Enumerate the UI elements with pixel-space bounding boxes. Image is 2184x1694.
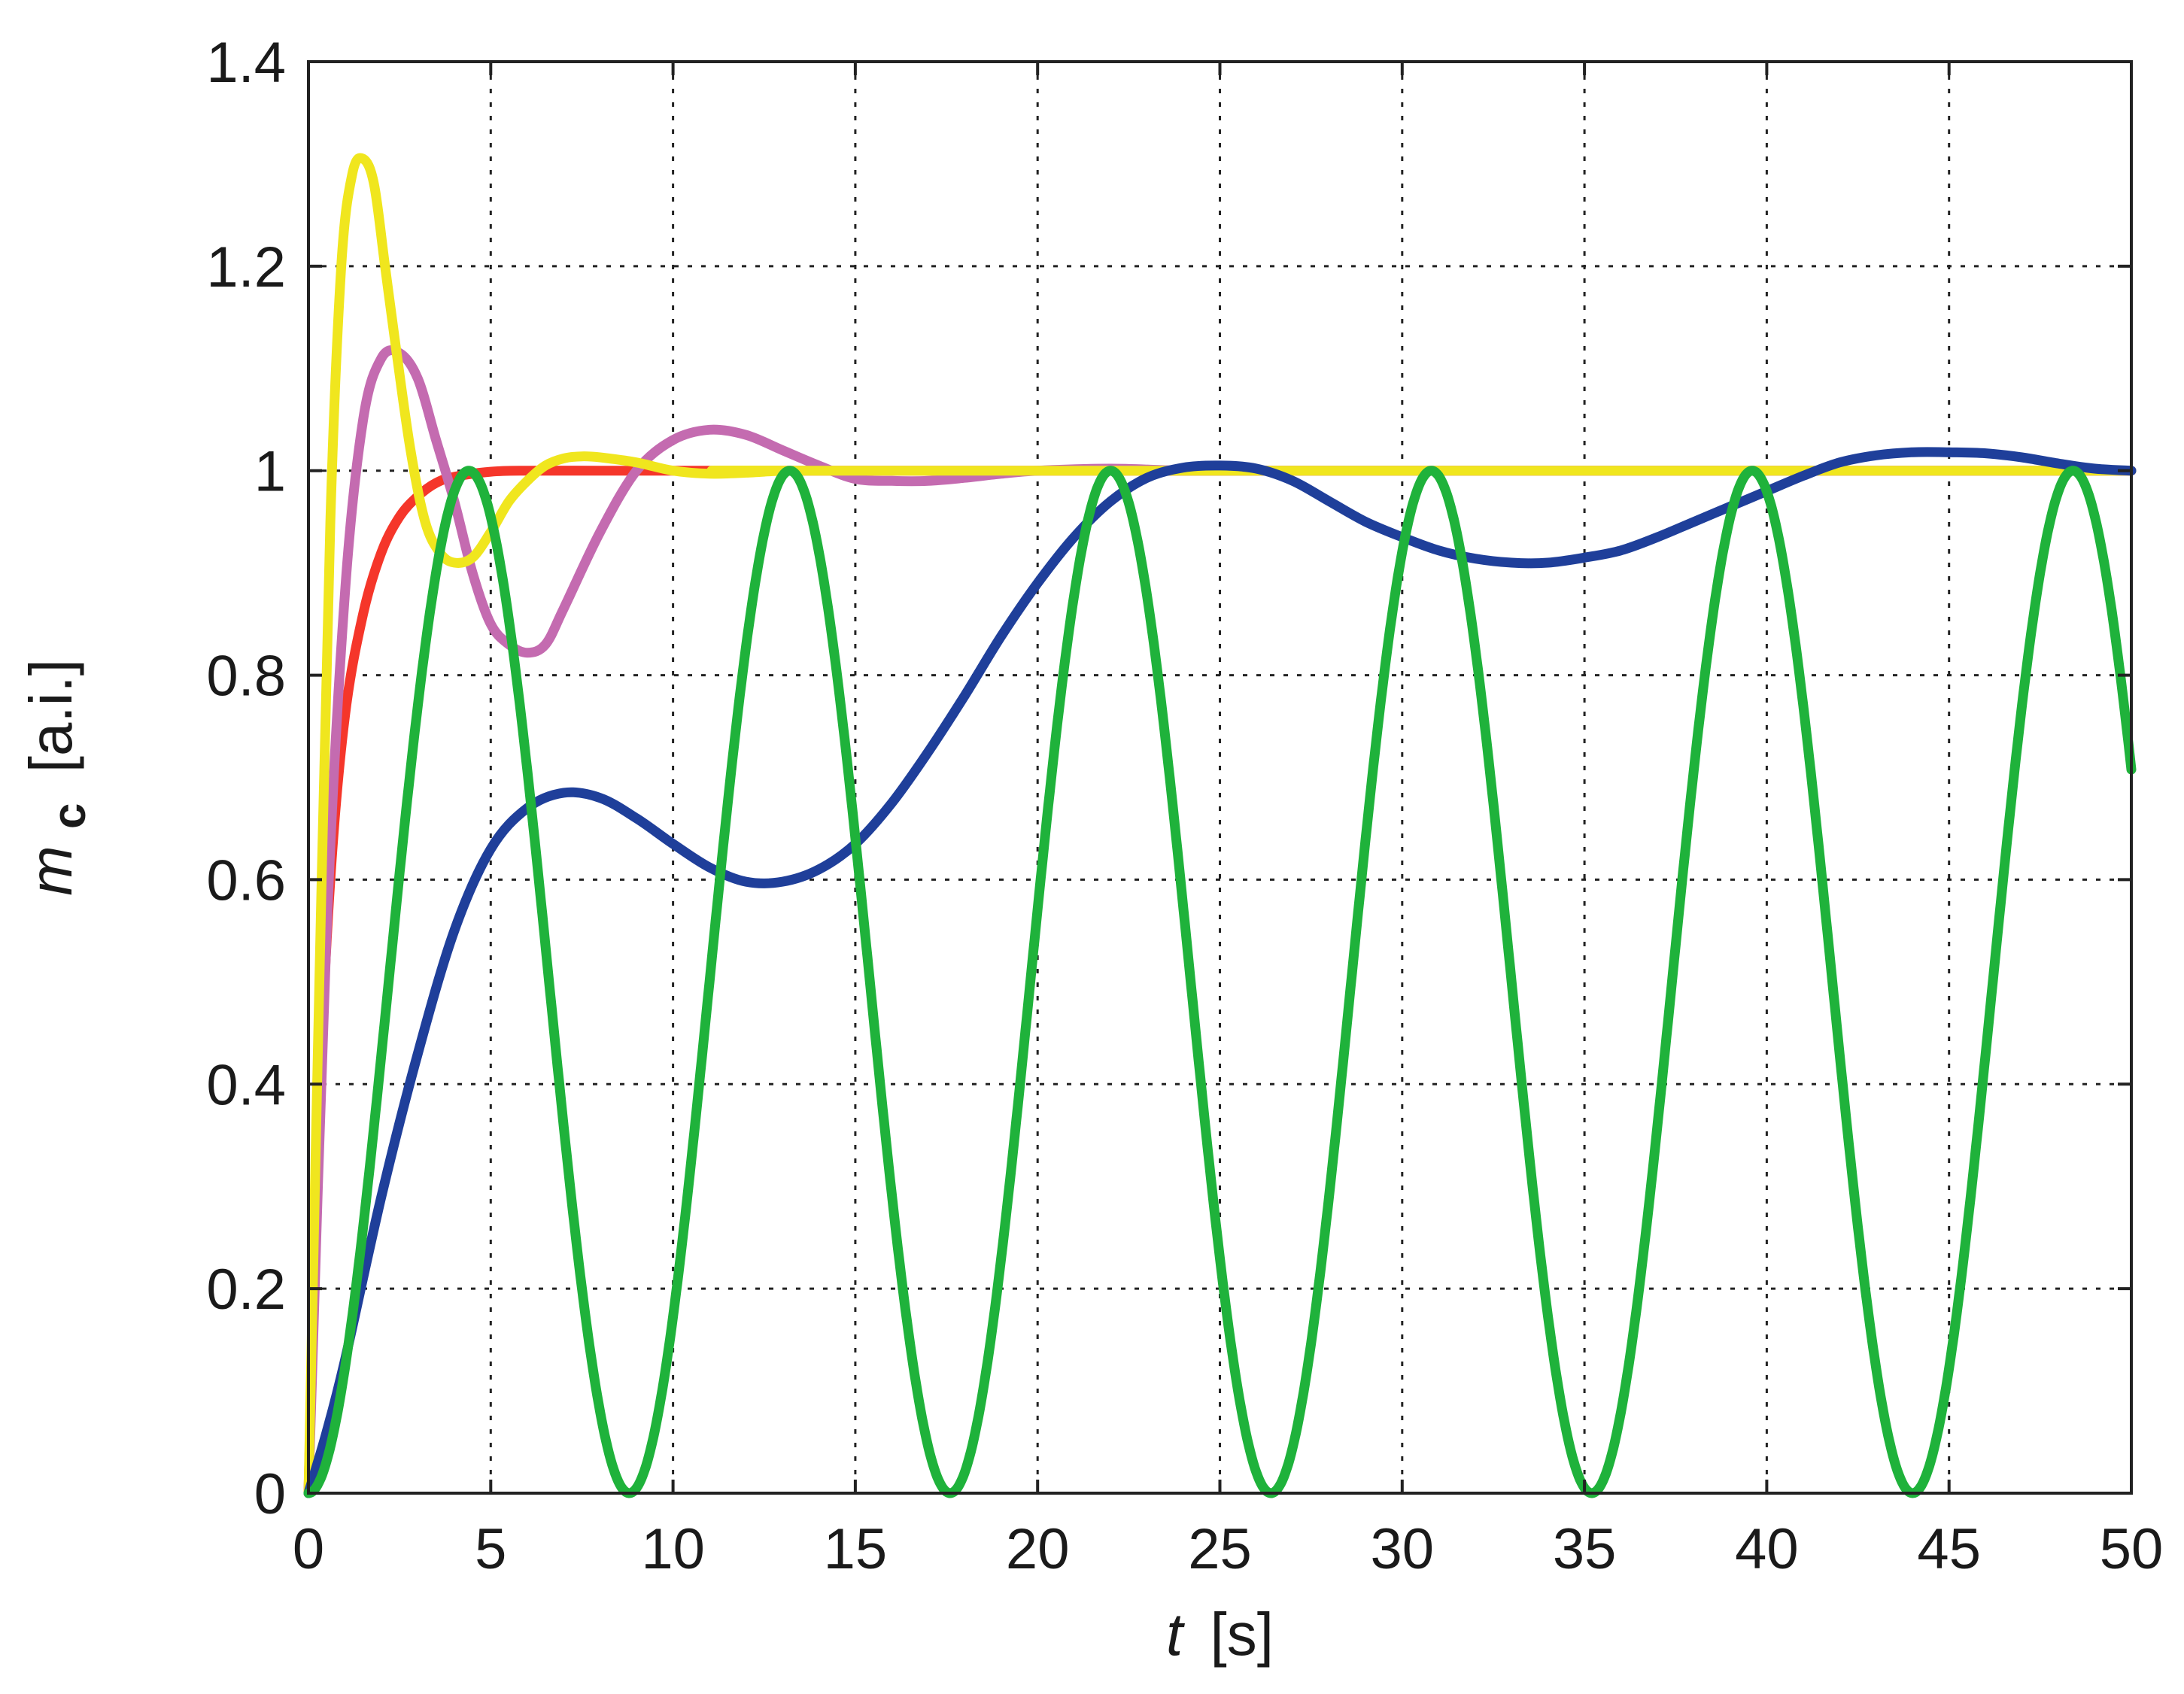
y-tick-label: 0.6 [206,849,286,912]
x-tick-label: 40 [1735,1517,1799,1581]
y-axis-label: m c [a.i.] [17,659,98,896]
x-tick-label: 30 [1371,1517,1435,1581]
series-line-1 [303,466,2137,1498]
y-tick-label: 0.8 [206,645,286,709]
x-axis-unit: [s] [1210,1601,1274,1668]
labels-layer: t [s] m c [a.i.] [17,659,1274,1668]
x-tick-label: 5 [475,1517,506,1581]
y-tick-label: 1.2 [206,235,286,299]
x-tick-label: 25 [1188,1517,1252,1581]
x-axis-symbol: t [1166,1601,1185,1668]
y-tick-label: 0.2 [206,1258,286,1322]
x-tick-label: 45 [1917,1517,1981,1581]
series-layer [303,153,2137,1498]
y-axis-symbol: m [17,845,84,896]
x-tick-label: 50 [2100,1517,2164,1581]
series-line-4 [303,447,2137,1498]
y-tick-label: 0.4 [206,1053,286,1117]
y-axis-unit: [a.i.] [17,659,84,773]
y-axis-subscript: c [44,803,96,829]
y-tick-label: 0 [254,1462,286,1526]
series-line-3 [303,153,2137,1498]
x-tick-label: 0 [293,1517,324,1581]
x-tick-label: 15 [824,1517,888,1581]
x-tick-label: 20 [1006,1517,1070,1581]
x-axis-label: t [s] [1166,1601,1274,1668]
y-tick-label: 1.4 [206,31,286,95]
x-tick-label: 35 [1553,1517,1617,1581]
series-line-5 [303,466,2137,1498]
y-tick-label: 1 [254,440,286,504]
x-tick-label: 10 [641,1517,705,1581]
ticks-layer: 0 5 10 15 20 25 30 35 40 45 50 0 0.2 0.4 0.6 0.8 1 1.2 1.4 [206,31,2163,1581]
